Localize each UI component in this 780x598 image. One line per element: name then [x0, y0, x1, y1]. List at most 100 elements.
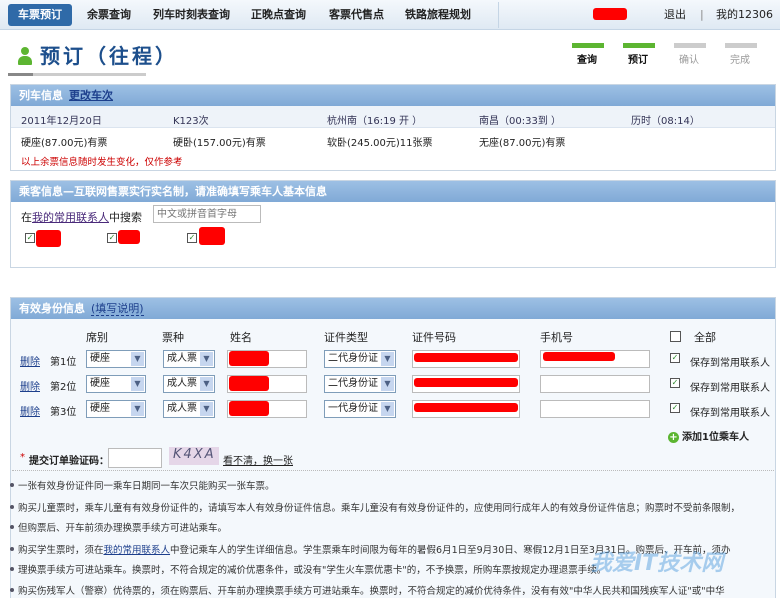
nav-tab-agents[interactable]: 客票代售点 — [329, 8, 384, 21]
chevron-down-icon: ▼ — [381, 377, 394, 391]
save-contact-checkbox[interactable]: ✓ — [670, 378, 680, 388]
depart-station: 杭州南（16:19 开 ） — [327, 116, 423, 127]
ticket-type-select[interactable]: 成人票 ▼ — [163, 400, 215, 418]
chevron-down-icon: ▼ — [381, 402, 394, 416]
redacted-id-number — [414, 353, 518, 362]
chevron-down-icon: ▼ — [381, 352, 394, 366]
redacted-name — [229, 401, 269, 416]
top-nav: 车票预订 余票查询 列车时刻表查询 正晚点查询 客票代售点 铁路旅程规划 退出 … — [0, 0, 780, 30]
change-train-link[interactable]: 更改车次 — [69, 89, 113, 102]
train-summary-row — [11, 106, 775, 128]
progress-step-2 — [623, 43, 655, 48]
chevron-down-icon: ▼ — [131, 352, 144, 366]
redacted-id-number — [414, 378, 518, 387]
phone-input[interactable] — [540, 375, 650, 393]
train-info-header: 列车信息 更改车次 — [11, 85, 775, 106]
passenger-position: 第1位 — [50, 357, 77, 368]
col-ticket: 票种 — [162, 331, 184, 344]
note-3: 购买学生票时，须在我的常用联系人中登记乘车人的学生详细信息。学生票乘车时间限为每… — [10, 542, 770, 556]
seat-standing: 无座(87.00元)有票 — [479, 138, 566, 149]
seat-select[interactable]: 硬座 ▼ — [86, 375, 146, 393]
ticket-type-select[interactable]: 成人票 ▼ — [163, 350, 215, 368]
col-all: 全部 — [694, 331, 716, 344]
nav-tab-timetable[interactable]: 列车时刻表查询 — [153, 8, 230, 21]
save-contact-label: 保存到常用联系人 — [690, 358, 770, 369]
train-number: K123次 — [173, 116, 209, 127]
redacted-id-number — [414, 403, 518, 412]
nav-divider — [498, 2, 499, 28]
col-id-type: 证件类型 — [324, 331, 368, 344]
page-title-text: 预订（往程） — [40, 44, 178, 68]
note-2-cont: 但购票后、开车前须办理换票手续方可进站乘车。 — [10, 520, 770, 534]
save-contact-checkbox[interactable]: ✓ — [670, 403, 680, 413]
chevron-down-icon: ▼ — [131, 377, 144, 391]
col-id-number: 证件号码 — [412, 331, 456, 344]
save-contact-checkbox[interactable]: ✓ — [670, 353, 680, 363]
my-contacts-link-notes[interactable]: 我的常用联系人 — [103, 545, 171, 556]
captcha-image: K4XA — [169, 447, 219, 465]
nav-tab-remaining[interactable]: 余票查询 — [87, 8, 131, 21]
title-underline — [8, 73, 146, 76]
delete-link[interactable]: 删除 — [20, 407, 40, 418]
redacted-phone — [543, 352, 615, 361]
step-label-done: 完成 — [730, 55, 750, 66]
contact-checkbox-3[interactable]: ✓ — [187, 233, 197, 243]
progress-step-4 — [725, 43, 757, 48]
nav-separator: | — [700, 8, 704, 21]
plus-circle-icon: + — [668, 432, 679, 443]
redacted-name — [229, 376, 269, 391]
progress-step-1 — [572, 43, 604, 48]
seat-hard-sleeper: 硬卧(157.00元)有票 — [173, 138, 266, 149]
nav-tab-planner[interactable]: 铁路旅程规划 — [405, 8, 471, 21]
save-contact-label: 保存到常用联系人 — [690, 383, 770, 394]
chevron-down-icon: ▼ — [200, 377, 213, 391]
id-type-select[interactable]: 一代身份证 ▼ — [324, 400, 396, 418]
save-contact-label: 保存到常用联系人 — [690, 408, 770, 419]
redacted-contact-3 — [199, 227, 225, 245]
chevron-down-icon: ▼ — [131, 402, 144, 416]
logout-link[interactable]: 退出 — [664, 8, 686, 21]
my12306-link[interactable]: 我的12306 — [716, 8, 773, 21]
help-link[interactable]: (填写说明) — [91, 302, 144, 316]
chevron-down-icon: ▼ — [200, 352, 213, 366]
nav-tab-ontime[interactable]: 正晚点查询 — [251, 8, 306, 21]
ticket-type-select[interactable]: 成人票 ▼ — [163, 375, 215, 393]
note-4: 购买伤残军人（警察）优待票的，须在购票后、开车前办理换票手续方可进站乘车。换票时… — [10, 583, 770, 597]
seat-select[interactable]: 硬座 ▼ — [86, 400, 146, 418]
phone-input[interactable] — [540, 400, 650, 418]
seat-hard: 硬座(87.00元)有票 — [21, 138, 108, 149]
delete-link[interactable]: 删除 — [20, 357, 40, 368]
passenger-info-panel: 乘客信息—互联网售票实行实名制，请准确填写乘车人基本信息 在我的常用联系人中搜索… — [10, 180, 776, 268]
note-2: 购买儿童票时，乘车儿童有有效身份证件的，请填写本人有效身份证件信息。乘车儿童没有… — [10, 500, 770, 514]
select-all-checkbox[interactable] — [670, 329, 681, 342]
add-passenger-button[interactable]: + 添加1位乘车人 — [668, 432, 749, 443]
seat-select[interactable]: 硬座 ▼ — [86, 350, 146, 368]
passenger-position: 第3位 — [50, 407, 77, 418]
step-label-confirm: 确认 — [679, 55, 699, 66]
progress-step-3 — [674, 43, 706, 48]
nav-tab-booking[interactable]: 车票预订 — [8, 4, 72, 26]
train-info-panel: 列车信息 更改车次 2011年12月20日 K123次 杭州南（16:19 开 ）… — [10, 84, 776, 171]
contact-checkbox-2[interactable]: ✓ — [107, 233, 117, 243]
col-seat: 席别 — [86, 331, 108, 344]
col-phone: 手机号 — [540, 331, 573, 344]
train-date: 2011年12月20日 — [21, 116, 102, 127]
required-marker: * — [20, 452, 25, 463]
delete-link[interactable]: 删除 — [20, 382, 40, 393]
id-type-select[interactable]: 二代身份证 ▼ — [324, 375, 396, 393]
my-contacts-link[interactable]: 我的常用联系人 — [32, 211, 109, 224]
redacted-username — [593, 8, 627, 20]
redacted-contact-2 — [118, 230, 140, 244]
captcha-label: 提交订单验证码： — [29, 456, 109, 467]
id-type-select[interactable]: 二代身份证 ▼ — [324, 350, 396, 368]
seat-soft-sleeper: 软卧(245.00元)11张票 — [327, 138, 433, 149]
duration: 历时（08:14） — [631, 116, 700, 127]
captcha-input[interactable] — [108, 448, 162, 468]
col-name: 姓名 — [230, 331, 252, 344]
captcha-refresh-link[interactable]: 看不清，换一张 — [223, 456, 293, 467]
availability-warning: 以上余票信息随时发生变化，仅作参考 — [21, 157, 183, 168]
chevron-down-icon: ▼ — [200, 402, 213, 416]
user-icon — [18, 47, 32, 65]
contact-checkbox-1[interactable]: ✓ — [25, 233, 35, 243]
contact-search-input[interactable] — [153, 205, 261, 223]
